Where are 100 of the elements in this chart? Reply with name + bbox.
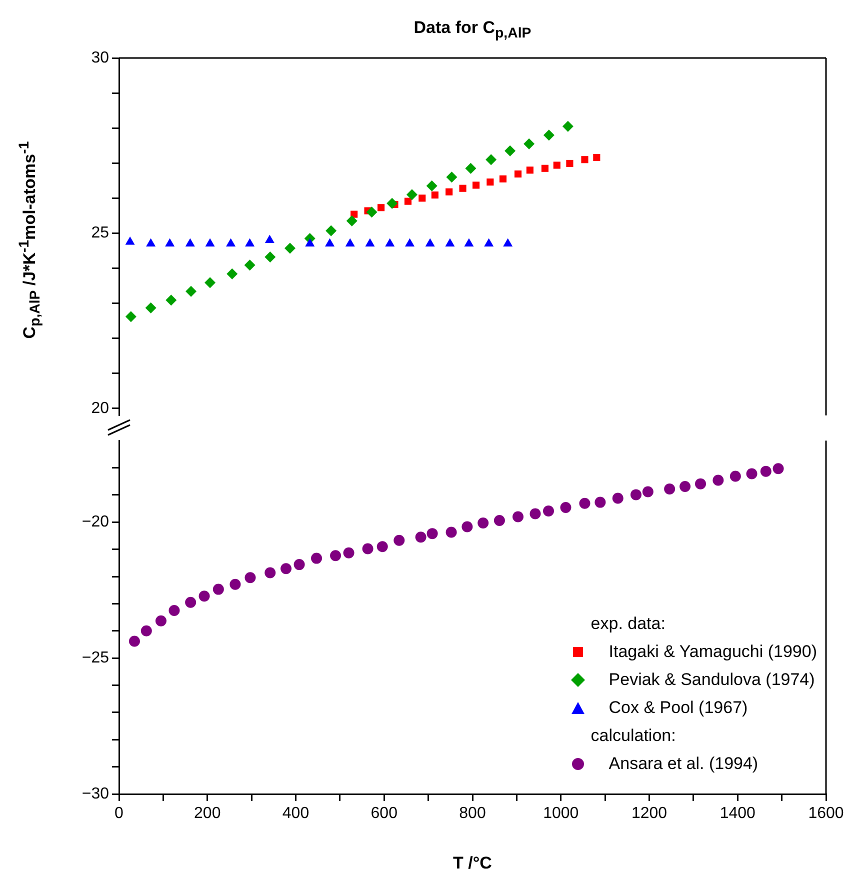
x-tick-label: 600: [370, 805, 398, 822]
point: [346, 215, 358, 226]
point: [226, 268, 238, 280]
point: [541, 164, 549, 172]
legend-label: Cox & Pool (1967): [608, 697, 748, 719]
point: [462, 521, 473, 532]
x-tick-label: 800: [459, 805, 486, 822]
point: [280, 563, 292, 574]
point: [459, 184, 466, 192]
point: [311, 552, 322, 564]
point: [630, 489, 642, 500]
point: [760, 466, 772, 477]
x-axis-title: T /°C: [453, 853, 492, 872]
point: [446, 188, 453, 196]
point: [140, 625, 152, 636]
point: [530, 508, 541, 520]
point: [326, 225, 337, 236]
point: [244, 260, 256, 271]
point: [465, 162, 476, 174]
point: [362, 543, 374, 554]
point: [426, 180, 438, 192]
point: [376, 541, 388, 552]
point: [366, 206, 378, 218]
point: [185, 596, 196, 608]
y-tick-label: −25: [82, 649, 110, 666]
point: [612, 492, 624, 504]
point: [245, 238, 255, 246]
point: [425, 238, 435, 246]
point: [445, 238, 455, 246]
x-tick-label: 200: [194, 805, 221, 822]
point: [198, 590, 210, 602]
point: [145, 302, 156, 314]
point: [330, 550, 342, 562]
legend-title: exp. data:: [590, 613, 666, 635]
legend-title: calculation:: [590, 725, 677, 747]
point: [146, 238, 156, 246]
y-tick-label: 30: [91, 49, 110, 66]
point: [486, 178, 494, 186]
point: [264, 252, 276, 263]
point: [244, 572, 256, 584]
point: [264, 234, 274, 243]
point: [406, 189, 418, 200]
point: [186, 286, 197, 297]
point: [345, 238, 355, 246]
point: [386, 198, 398, 209]
point: [377, 204, 385, 212]
point: [680, 481, 691, 492]
point: [484, 238, 494, 246]
point: [185, 238, 195, 246]
point: [712, 474, 724, 486]
point: [642, 486, 654, 498]
point: [204, 277, 216, 288]
legend-label: Itagaki & Yamaguchi (1990): [608, 641, 817, 663]
point: [166, 294, 177, 306]
legend-label: Peviak & Sandulova (1974): [608, 669, 815, 691]
point: [566, 160, 574, 168]
point: [562, 120, 574, 132]
point: [514, 170, 522, 178]
point: [593, 154, 600, 162]
point: [499, 175, 507, 182]
point: [418, 194, 426, 202]
point: [343, 547, 354, 558]
point: [365, 238, 375, 246]
point: [212, 584, 224, 595]
point: [294, 559, 305, 570]
point: [524, 138, 535, 150]
point: [464, 238, 474, 246]
point: [772, 463, 784, 474]
point: [446, 172, 458, 183]
point: [664, 483, 676, 494]
point: [695, 478, 706, 490]
x-tick-label: 1000: [543, 805, 579, 822]
x-tick-label: 1400: [720, 805, 756, 822]
point: [478, 517, 489, 528]
point: [494, 515, 505, 526]
point: [431, 191, 438, 199]
point: [226, 238, 236, 246]
point: [205, 238, 215, 246]
point: [350, 210, 358, 218]
point: [305, 238, 315, 246]
point: [155, 615, 166, 626]
point: [264, 567, 276, 578]
point: [543, 506, 554, 517]
point: [553, 162, 560, 169]
point: [284, 242, 296, 254]
point: [404, 198, 412, 205]
point: [394, 534, 405, 546]
point: [472, 182, 480, 189]
point: [125, 311, 136, 322]
point: [512, 511, 524, 522]
point: [581, 156, 588, 164]
point: [446, 526, 457, 538]
x-tick-label: 0: [114, 805, 124, 822]
point: [125, 236, 135, 245]
x-tick-label: 1600: [808, 805, 844, 822]
point: [128, 636, 140, 647]
y-tick-label: 20: [91, 400, 110, 417]
point: [560, 502, 572, 513]
point: [594, 496, 606, 508]
point: [746, 468, 758, 480]
